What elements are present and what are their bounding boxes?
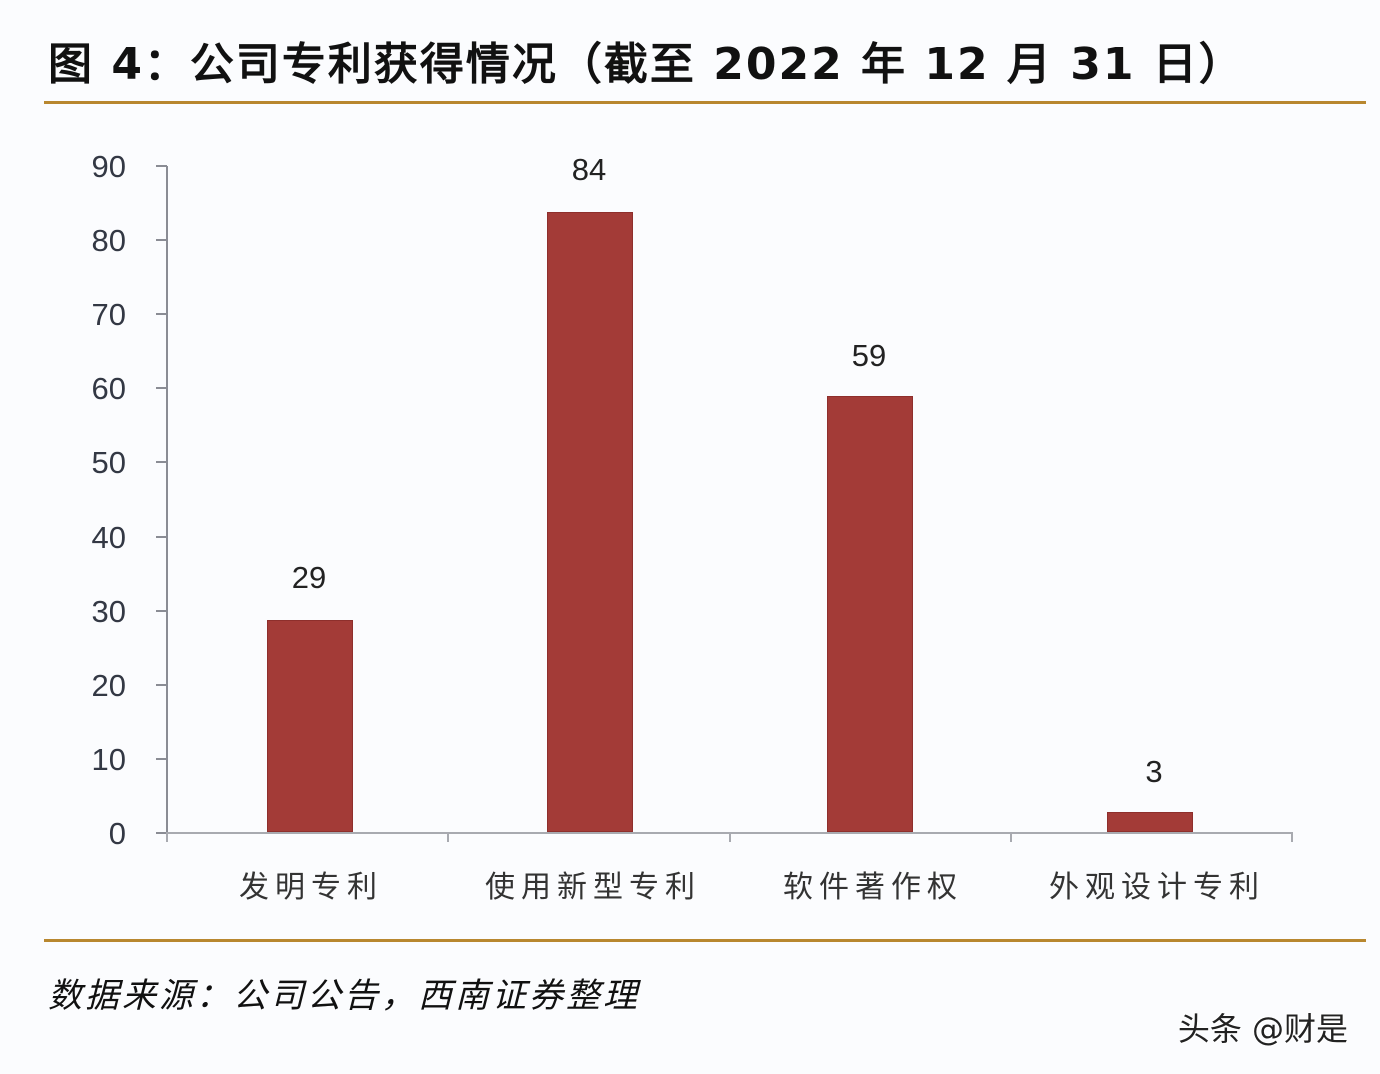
x-category-label: 使用新型专利 <box>485 870 701 905</box>
bar-value-label: 59 <box>851 338 887 373</box>
x-category-label: 外观设计专利 <box>1049 870 1265 905</box>
y-tick <box>156 610 167 612</box>
x-category-label: 发明专利 <box>239 870 383 905</box>
bar-value-label: 3 <box>1145 754 1163 789</box>
x-tick <box>166 833 168 842</box>
y-tick-label: 80 <box>91 223 126 258</box>
y-tick-label: 0 <box>108 816 126 851</box>
y-tick <box>156 461 167 463</box>
y-tick-label: 70 <box>91 297 126 332</box>
x-tick <box>729 833 731 842</box>
y-tick-label: 60 <box>91 371 126 406</box>
bar-chart: 0 10 20 30 40 50 60 70 80 90 29 84 59 3 … <box>91 149 1293 905</box>
y-tick <box>156 313 167 315</box>
bar-value-label: 84 <box>571 152 607 187</box>
watermark: 头条 @财是 <box>1177 1010 1348 1048</box>
bar-utility-model-patent <box>547 212 633 832</box>
data-source-note: 数据来源：公司公告，西南证券整理 <box>48 976 640 1016</box>
x-tick <box>1010 833 1012 842</box>
y-tick-label: 40 <box>91 520 126 555</box>
y-tick-label: 30 <box>91 594 126 629</box>
top-divider <box>44 101 1366 104</box>
bar-design-patent <box>1107 812 1193 832</box>
y-tick-label: 90 <box>91 149 126 184</box>
y-tick <box>156 758 167 760</box>
y-tick-label: 50 <box>91 445 126 480</box>
x-category-label: 软件著作权 <box>783 870 963 905</box>
bottom-divider <box>44 939 1366 942</box>
y-tick-label: 20 <box>91 668 126 703</box>
x-tick <box>1291 833 1293 842</box>
bar-value-label: 29 <box>291 560 327 595</box>
bar-invention-patent <box>267 620 353 832</box>
bar-software-copyright <box>827 396 913 832</box>
y-axis <box>166 166 168 834</box>
y-tick <box>156 165 167 167</box>
y-tick <box>156 536 167 538</box>
y-tick <box>156 387 167 389</box>
x-tick <box>447 833 449 842</box>
y-tick-label: 10 <box>91 742 126 777</box>
chart-title: 图 4：公司专利获得情况（截至 2022 年 12 月 31 日） <box>48 39 1245 90</box>
y-tick <box>156 239 167 241</box>
y-tick <box>156 684 167 686</box>
y-tick <box>156 832 167 834</box>
